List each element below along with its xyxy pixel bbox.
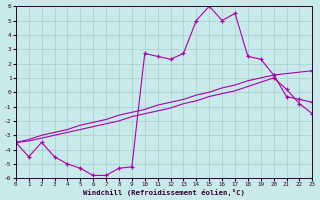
X-axis label: Windchill (Refroidissement éolien,°C): Windchill (Refroidissement éolien,°C) [83, 189, 245, 196]
